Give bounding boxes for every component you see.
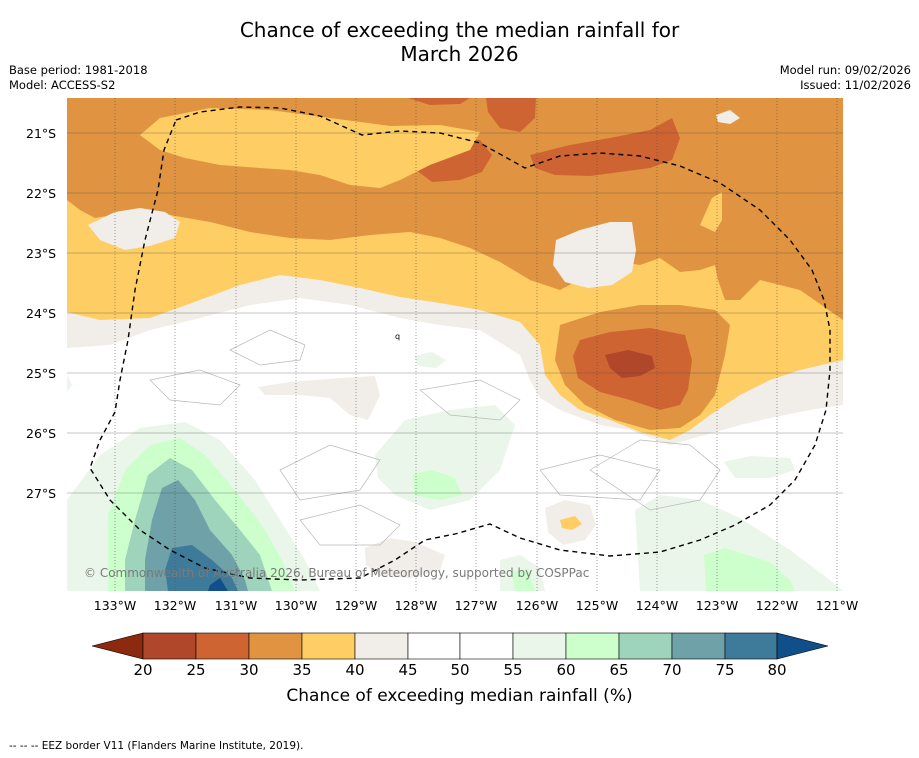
region-35-40-small xyxy=(560,516,582,530)
colorbar-tick: 50 xyxy=(450,661,470,679)
title-line-1: Chance of exceeding the median rainfall … xyxy=(239,18,680,42)
lon-label: 132°W xyxy=(153,598,197,613)
region-above-80 xyxy=(208,578,228,591)
contour-line xyxy=(589,439,721,511)
colorbar-segment xyxy=(512,632,567,660)
lat-label: 25°S xyxy=(26,366,57,381)
colorbar-tick: 65 xyxy=(609,661,629,679)
eez-border xyxy=(89,106,831,581)
colorbar-tick: 30 xyxy=(239,661,259,679)
base-period: Base period: 1981-2018 xyxy=(9,63,148,77)
copyright-text: © Commonwealth of Australia 2026, Bureau… xyxy=(84,566,590,580)
region-40-45-small-c xyxy=(365,538,445,578)
map-title: Chance of exceeding the median rainfall … xyxy=(0,18,919,66)
model-run-date: Model run: 09/02/2026 xyxy=(779,63,911,77)
region-35-40-patch-b xyxy=(700,192,722,232)
lon-label: 125°W xyxy=(575,598,619,613)
colorbar-segment xyxy=(195,632,250,660)
region-55-60-east xyxy=(635,495,843,591)
colorbar-segment xyxy=(354,632,409,660)
region-40-45-patch-c xyxy=(716,110,740,124)
issued-date: Issued: 11/02/2026 xyxy=(800,77,911,92)
region-40-45-patch-b xyxy=(553,222,636,288)
lon-label: 126°W xyxy=(515,598,559,613)
lon-label: 123°W xyxy=(695,598,739,613)
meta-right: Model run: 09/02/2026 Issued: 11/02/2026 xyxy=(780,63,911,92)
colorbar-tick: 20 xyxy=(133,661,153,679)
contour-line xyxy=(299,504,401,546)
colorbar-tick: 60 xyxy=(556,661,576,679)
latitude-gridlines xyxy=(67,132,843,494)
eez-footnote: -- -- -- EEZ border V11 (Flanders Marine… xyxy=(9,740,304,752)
lon-label: 129°W xyxy=(334,598,378,613)
contour-line xyxy=(539,454,661,501)
colorbar xyxy=(91,632,829,660)
model-name: Model: ACCESS-S2 xyxy=(9,77,116,92)
lat-label: 22°S xyxy=(26,186,57,201)
colorbar-label: Chance of exceeding median rainfall (%) xyxy=(286,686,633,706)
lat-label: 26°S xyxy=(26,426,57,441)
region-25-30-north-c xyxy=(486,98,536,132)
meta-left: Base period: 1981-2018 Model: ACCESS-S2 xyxy=(9,63,148,92)
colorbar-segment xyxy=(565,632,620,660)
colorbar-segment xyxy=(671,632,726,660)
longitude-gridlines xyxy=(114,98,838,591)
lon-label: 121°W xyxy=(815,598,859,613)
contour-line xyxy=(279,444,381,501)
region-60-65-east xyxy=(704,548,795,591)
region-55-60-small-c xyxy=(67,375,72,392)
region-55-60-small-b xyxy=(414,352,446,368)
colorbar-segment xyxy=(301,632,356,660)
lon-label: 131°W xyxy=(214,598,258,613)
contour-line xyxy=(149,369,241,406)
colorbar-arrow-max xyxy=(776,632,829,660)
lat-label: 23°S xyxy=(26,246,57,261)
colorbar-tick: 35 xyxy=(292,661,312,679)
region-20-25 xyxy=(605,350,655,378)
point-marker: q xyxy=(395,332,400,341)
colorbar-arrow-min xyxy=(91,632,144,660)
lon-label: 124°W xyxy=(635,598,679,613)
colorbar-tick: 45 xyxy=(398,661,418,679)
lon-label: 128°W xyxy=(394,598,438,613)
colorbar-segment xyxy=(618,632,673,660)
lon-label: 122°W xyxy=(755,598,799,613)
region-55-60-center xyxy=(375,405,515,510)
region-40-45-patch-a xyxy=(88,208,180,250)
lon-label: 127°W xyxy=(454,598,498,613)
colorbar-segment xyxy=(724,632,778,660)
colorbar-segment xyxy=(248,632,303,660)
colorbar-segment xyxy=(459,632,514,660)
lat-label: 27°S xyxy=(26,486,57,501)
region-35-40-patch-a xyxy=(140,108,480,188)
colorbar-tick: 75 xyxy=(715,661,735,679)
lon-label: 133°W xyxy=(93,598,137,613)
colorbar-tick: 55 xyxy=(503,661,523,679)
lon-label: 130°W xyxy=(274,598,318,613)
region-25-30-north-d xyxy=(408,98,470,105)
lat-label: 24°S xyxy=(26,306,57,321)
colorbar-tick: 70 xyxy=(662,661,682,679)
colorbar-segment xyxy=(407,632,461,660)
title-line-2: March 2026 xyxy=(400,42,519,66)
region-60-65-small xyxy=(512,568,535,591)
colorbar-tick: 40 xyxy=(345,661,365,679)
region-60-65-center xyxy=(413,470,462,500)
region-25-30-north-b xyxy=(530,118,680,176)
colorbar-tick: 25 xyxy=(186,661,206,679)
contour-line xyxy=(229,329,306,366)
map-area xyxy=(67,98,843,591)
region-40-45-small-a xyxy=(258,376,380,420)
lat-label: 21°S xyxy=(26,126,57,141)
colorbar-tick: 80 xyxy=(767,661,787,679)
colorbar-segment xyxy=(142,632,197,660)
contour-lines xyxy=(149,329,721,546)
contour-line xyxy=(419,379,521,421)
